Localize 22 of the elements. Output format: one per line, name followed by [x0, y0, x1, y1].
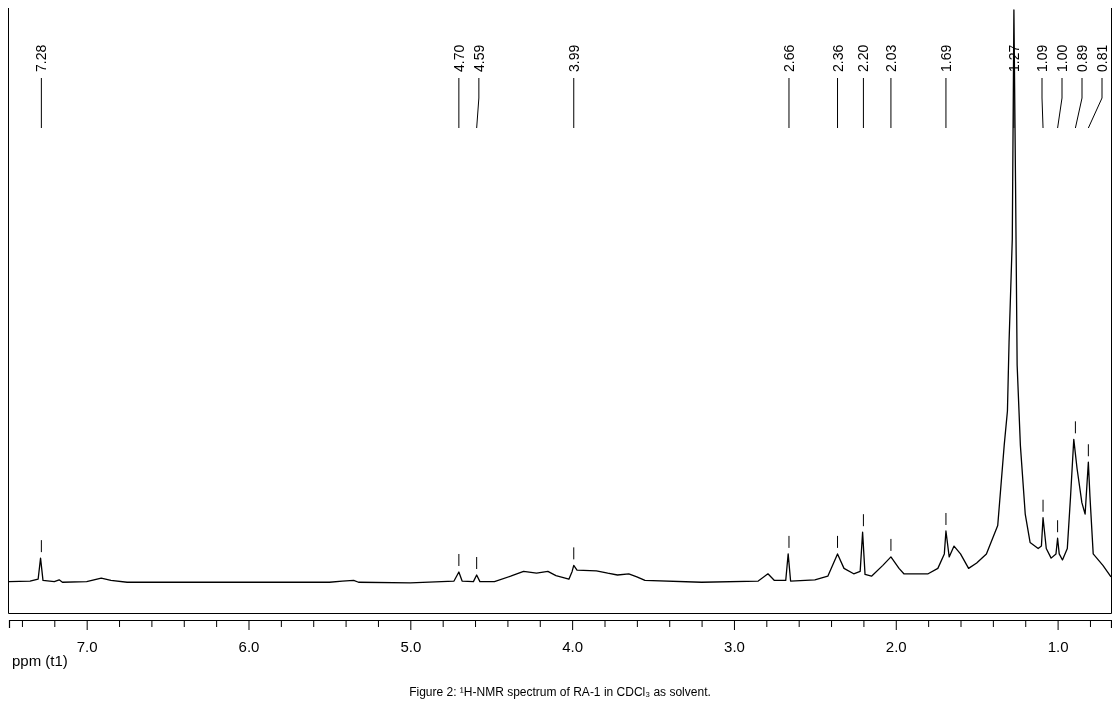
x-tick-label: 5.0 — [400, 638, 422, 655]
annotation: 1.09 — [1034, 44, 1050, 72]
annotation: 3.99 — [565, 44, 582, 72]
x-tick-label: 7.0 — [76, 638, 98, 655]
annotation: 2.20 — [855, 44, 872, 72]
annotation: 2.36 — [829, 44, 846, 72]
caption: Figure 2: ¹H-NMR spectrum of RA-1 in CDCl₃ as solvent. — [409, 685, 711, 699]
annotation: 1.00 — [1054, 44, 1070, 72]
annotation: 4.59 — [470, 44, 487, 72]
x-tick-label: 1.0 — [1047, 638, 1069, 655]
x-tick-label: 4.0 — [562, 638, 584, 655]
x-tick-label: 2.0 — [885, 638, 907, 655]
annotation: 4.70 — [450, 44, 467, 72]
x-tick-label: 3.0 — [724, 638, 745, 655]
annotation: 2.03 — [882, 44, 899, 72]
x-axis-title: ppm (t1) — [12, 652, 68, 669]
annotation: 7.28 — [33, 44, 50, 72]
annotation: 1.69 — [937, 44, 954, 72]
annotation: 0.89 — [1074, 44, 1090, 72]
annotation: 0.81 — [1094, 44, 1110, 72]
x-tick-label: 6.0 — [238, 638, 260, 655]
annotation: 2.66 — [780, 44, 797, 72]
